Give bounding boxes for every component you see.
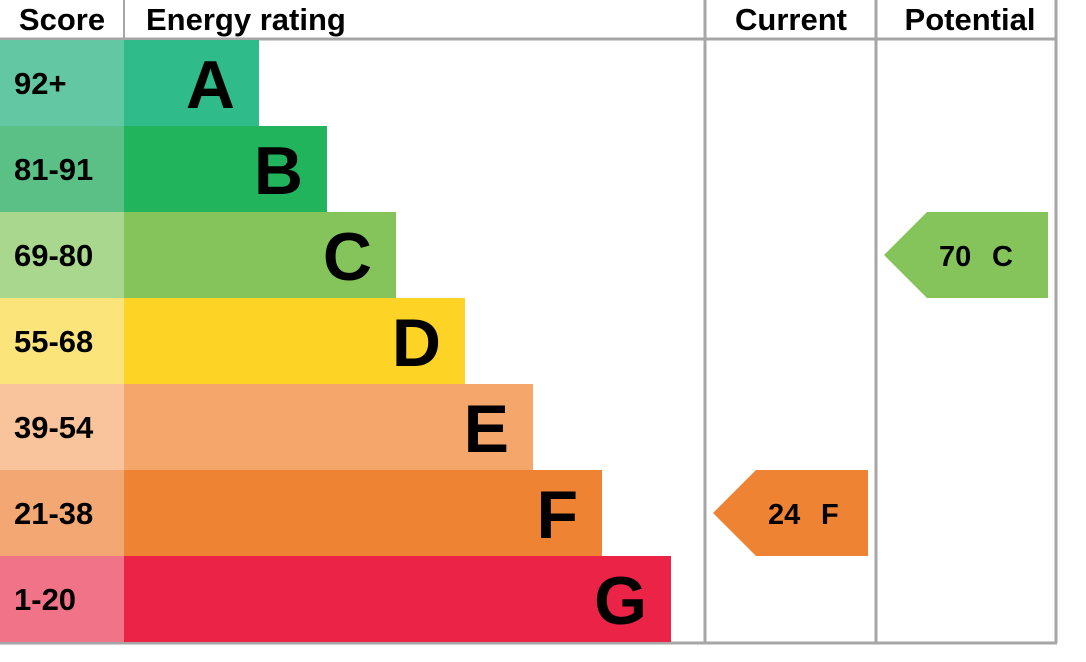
score-cell-e [0, 384, 124, 470]
rating-bands: 92+ A 81-91 B 69-80 C 55-68 D 39-54 E 21-38 F 1-20 G [0, 40, 671, 642]
rating-bar-f [124, 470, 602, 556]
potential-band-letter: C [992, 241, 1013, 273]
current-band-letter: F [821, 499, 839, 531]
rating-letter-a: A [186, 47, 235, 123]
score-range-g: 1-20 [14, 582, 76, 617]
current-arrow [713, 470, 868, 556]
current-score-value: 24 [768, 499, 800, 531]
rating-bar-g [124, 556, 671, 642]
header-potential: Potential [905, 2, 1036, 37]
score-cell-b [0, 126, 124, 212]
chart-headers: Score Energy rating Current Potential [19, 2, 1036, 37]
header-current: Current [735, 2, 847, 37]
score-cell-d [0, 298, 124, 384]
header-energy-rating: Energy rating [146, 2, 346, 37]
rating-letter-c: C [323, 219, 372, 295]
rating-bar-d [124, 298, 465, 384]
header-score: Score [19, 2, 105, 37]
rating-letter-g: G [594, 563, 647, 639]
score-range-b: 81-91 [14, 152, 93, 187]
score-range-f: 21-38 [14, 496, 93, 531]
potential-score-value: 70 [939, 241, 971, 273]
rating-bar-a [124, 40, 259, 126]
score-cell-a [0, 40, 124, 126]
rating-letter-e: E [464, 391, 509, 467]
score-cell-c [0, 212, 124, 298]
score-range-e: 39-54 [14, 410, 94, 445]
score-cell-g [0, 556, 124, 642]
score-range-d: 55-68 [14, 324, 93, 359]
score-range-a: 92+ [14, 66, 67, 101]
rating-bar-e [124, 384, 533, 470]
potential-arrow [884, 212, 1048, 298]
rating-bar-c [124, 212, 396, 298]
rating-letter-d: D [392, 305, 441, 381]
rating-bar-b [124, 126, 327, 212]
rating-letter-f: F [536, 477, 578, 553]
score-range-c: 69-80 [14, 238, 93, 273]
rating-indicators: 24 F 70 C [713, 212, 1048, 556]
score-cell-f [0, 470, 124, 556]
chart-grid [0, 0, 1058, 645]
rating-letter-b: B [254, 133, 303, 209]
